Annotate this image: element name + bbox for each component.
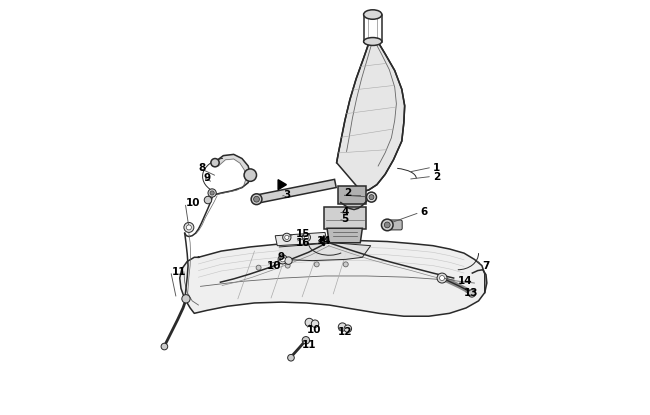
Text: 2: 2 — [433, 172, 440, 182]
Circle shape — [256, 265, 261, 270]
Text: 9: 9 — [204, 173, 211, 183]
FancyBboxPatch shape — [390, 220, 402, 230]
Circle shape — [382, 219, 393, 231]
Circle shape — [187, 225, 191, 230]
Circle shape — [369, 195, 374, 200]
Circle shape — [211, 159, 219, 167]
Polygon shape — [341, 201, 367, 210]
Polygon shape — [318, 236, 324, 246]
Text: 7: 7 — [483, 261, 490, 271]
Text: 16: 16 — [296, 238, 311, 248]
Circle shape — [182, 295, 190, 303]
Text: 12: 12 — [337, 327, 352, 337]
Polygon shape — [337, 42, 405, 192]
Circle shape — [367, 192, 376, 202]
Polygon shape — [275, 232, 327, 246]
Circle shape — [210, 191, 215, 195]
Circle shape — [302, 233, 311, 242]
Circle shape — [208, 189, 216, 197]
Text: 14: 14 — [317, 236, 332, 246]
Polygon shape — [280, 243, 370, 261]
Text: 3: 3 — [283, 190, 291, 200]
Text: 10: 10 — [306, 325, 321, 335]
Text: 8: 8 — [198, 163, 205, 173]
Polygon shape — [255, 179, 336, 203]
Text: 10: 10 — [186, 198, 200, 208]
Text: 4: 4 — [342, 207, 349, 217]
Circle shape — [285, 263, 290, 268]
Circle shape — [314, 262, 319, 267]
Circle shape — [338, 323, 346, 331]
Circle shape — [344, 325, 352, 332]
Text: 13: 13 — [464, 288, 478, 298]
Circle shape — [184, 222, 194, 232]
Circle shape — [343, 262, 348, 267]
Circle shape — [285, 235, 289, 239]
Text: 11: 11 — [302, 340, 317, 350]
Circle shape — [468, 290, 476, 297]
Circle shape — [278, 255, 287, 264]
Circle shape — [251, 194, 262, 205]
Circle shape — [283, 233, 291, 242]
Circle shape — [288, 354, 294, 361]
Polygon shape — [213, 154, 250, 195]
Circle shape — [285, 257, 292, 264]
Circle shape — [280, 257, 285, 262]
Text: 15: 15 — [296, 229, 311, 239]
Text: 1: 1 — [433, 163, 440, 173]
FancyBboxPatch shape — [324, 207, 366, 229]
Circle shape — [244, 169, 257, 181]
Circle shape — [437, 273, 447, 283]
Text: 5: 5 — [342, 214, 349, 224]
Text: 11: 11 — [172, 267, 186, 277]
Text: 2: 2 — [344, 188, 351, 198]
Ellipse shape — [363, 38, 382, 46]
Text: 9: 9 — [278, 252, 285, 262]
Circle shape — [304, 235, 308, 239]
Text: 6: 6 — [421, 208, 428, 217]
Circle shape — [204, 196, 212, 204]
Circle shape — [384, 222, 390, 228]
Polygon shape — [327, 228, 362, 243]
FancyBboxPatch shape — [338, 186, 366, 204]
Circle shape — [311, 320, 318, 327]
Polygon shape — [180, 241, 485, 316]
Circle shape — [302, 337, 309, 344]
Circle shape — [254, 196, 259, 202]
Circle shape — [439, 276, 445, 281]
Circle shape — [305, 318, 313, 327]
Circle shape — [161, 343, 168, 350]
Polygon shape — [278, 180, 287, 190]
Text: 14: 14 — [458, 276, 473, 286]
Ellipse shape — [363, 10, 382, 19]
Text: 10: 10 — [267, 261, 281, 271]
